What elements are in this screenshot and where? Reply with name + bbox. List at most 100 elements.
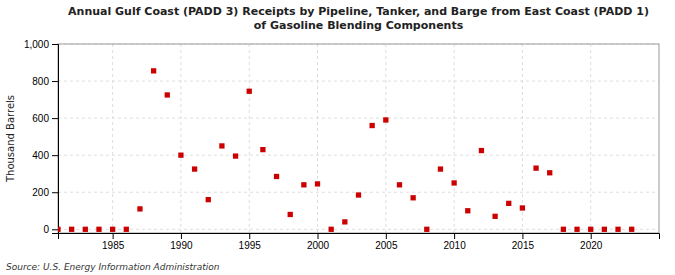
grid-line: [180, 44, 181, 233]
tick-label: 2010: [443, 240, 466, 251]
point: [547, 170, 552, 175]
point: [479, 148, 484, 153]
tick: 2000: [307, 233, 330, 251]
grid-line: [385, 44, 386, 233]
grid-line: [58, 81, 659, 82]
tick: 2015: [512, 233, 535, 251]
tick-label: 400: [32, 150, 49, 161]
point: [574, 227, 579, 232]
point: [356, 192, 361, 197]
tick-label: 1990: [170, 240, 193, 251]
point: [370, 123, 375, 128]
tick-mark: [249, 233, 250, 239]
point: [58, 227, 61, 232]
annotation: Source: U.S. Energy Information Administ…: [6, 262, 220, 272]
grid-line: [590, 44, 591, 233]
point: [151, 68, 156, 73]
axis-line: [52, 45, 59, 234]
plot-frame: [58, 44, 659, 233]
point: [165, 92, 170, 97]
grid-line: [317, 44, 318, 233]
point: [451, 180, 456, 185]
tick-label: 2015: [512, 240, 535, 251]
point: [206, 197, 211, 202]
tick-mark: [52, 155, 58, 156]
tick: 2020: [580, 233, 603, 251]
tick-label: 1,000: [24, 39, 49, 50]
point: [492, 214, 497, 219]
tick-mark: [591, 233, 592, 239]
tick-label: 1995: [239, 240, 262, 251]
tick-mark: [52, 229, 58, 230]
grid-line: [58, 118, 659, 119]
tick-label: 2005: [375, 240, 398, 251]
tick-mark: [52, 118, 58, 119]
tick: 600: [32, 113, 58, 124]
point: [410, 195, 415, 200]
tick-label: 800: [32, 76, 49, 87]
point: [301, 182, 306, 187]
tick-mark: [52, 192, 58, 193]
point: [315, 181, 320, 186]
axis-line: [59, 234, 660, 240]
point: [260, 147, 265, 152]
tick-mark: [522, 233, 523, 239]
grid-line: [58, 229, 659, 230]
plot: 1985 1990 1995 2000 2005 2010 2015 2020 0 200 400 6…: [24, 39, 660, 251]
tick: 1990: [170, 233, 193, 251]
point: [520, 205, 525, 210]
point: [288, 212, 293, 217]
tick-label: 2000: [307, 240, 330, 251]
grid-line: [112, 44, 113, 233]
chart: 1985 1990 1995 2000 2005 2010 2015 2020 0 200 400 6…: [0, 0, 675, 275]
point: [124, 227, 129, 232]
point: [69, 227, 74, 232]
point: [561, 227, 566, 232]
tick: 400: [32, 150, 58, 161]
tick-mark: [318, 233, 319, 239]
y-axis-label: Thousand Barrels: [5, 95, 16, 183]
point: [110, 227, 115, 232]
point: [83, 227, 88, 232]
point: [602, 227, 607, 232]
point: [192, 166, 197, 171]
tick-label: 200: [32, 187, 49, 198]
point: [96, 227, 101, 232]
grid-line: [58, 155, 659, 156]
grid-line: [454, 44, 455, 233]
tick-label: 1985: [102, 240, 125, 251]
tick-mark: [52, 44, 58, 45]
point: [615, 227, 620, 232]
tick-label: 0: [43, 224, 49, 235]
tick: 800: [32, 76, 58, 87]
point: [438, 166, 443, 171]
grid: [58, 44, 659, 233]
tick-mark: [386, 233, 387, 239]
point: [629, 227, 634, 232]
point: [342, 219, 347, 224]
y-axis: 0 200 400 600 800 1,000: [24, 39, 59, 235]
title-line: Annual Gulf Coast (PADD 3) Receipts by P…: [68, 5, 649, 18]
point: [588, 227, 593, 232]
tick: 200: [32, 187, 58, 198]
tick: 1995: [239, 233, 262, 251]
point: [329, 227, 334, 232]
point: [137, 206, 142, 211]
points: [58, 68, 634, 232]
point: [424, 227, 429, 232]
title-line: of Gasoline Blending Components: [254, 19, 464, 32]
grid-line: [249, 44, 250, 233]
tick: 1,000: [24, 39, 58, 50]
tick: 2005: [375, 233, 398, 251]
tick: 2010: [443, 233, 466, 251]
point: [178, 153, 183, 158]
point: [219, 143, 224, 148]
tick: 1985: [102, 233, 125, 251]
grid-line: [522, 44, 523, 233]
point: [274, 174, 279, 179]
tick-mark: [52, 81, 58, 82]
point: [247, 89, 252, 94]
tick-label: 2020: [580, 240, 603, 251]
tick: 0: [43, 224, 58, 235]
title: Annual Gulf Coast (PADD 3) Receipts by P…: [68, 5, 649, 32]
